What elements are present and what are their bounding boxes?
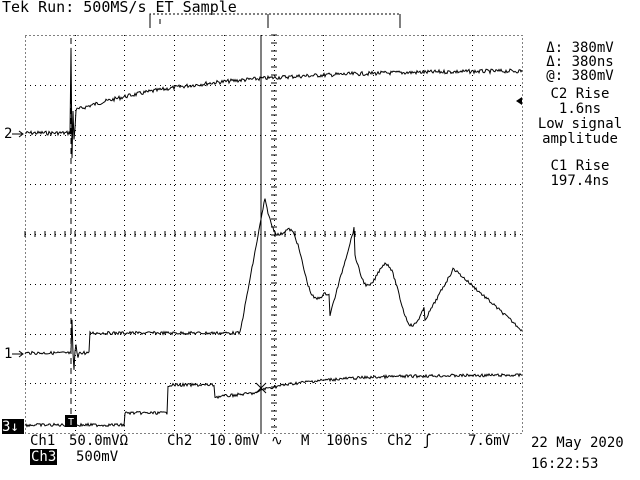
trigger-source[interactable]: Ch2	[387, 433, 413, 449]
measurement1-warning-line1: Low signal	[537, 116, 623, 132]
trigger-marker: T	[65, 415, 77, 428]
delta-time-readout: Δ: 380ns	[546, 54, 614, 70]
ch1-marker: 1	[4, 346, 13, 362]
cursor-voltage-readout: @: 380mV	[546, 68, 614, 84]
ch3-marker-label: 3	[2, 419, 11, 435]
graticule	[24, 34, 521, 431]
date-readout: 22 May 2020	[531, 435, 624, 451]
ch3-label[interactable]: Ch3	[30, 449, 58, 465]
ch2-waveform	[24, 47, 523, 159]
measurement1-warning-line2: amplitude	[542, 131, 618, 147]
time-readout: 16:22:53	[531, 456, 599, 472]
ch1-label[interactable]: Ch1	[30, 433, 56, 449]
measurement2-value: 197.4ns	[550, 173, 610, 189]
ch2-scale: 10.0mV	[209, 433, 260, 449]
ch1-scale: 50.0mVΩ	[69, 433, 129, 449]
delta-voltage-readout: Δ: 380mV	[546, 40, 614, 56]
ch2-ground-arrow-icon	[12, 130, 24, 138]
ch1-ground-arrow-icon	[12, 350, 24, 358]
record-position-indicator	[149, 13, 401, 28]
ch3-marker: 3↓	[2, 419, 24, 435]
measurement1-title: C2 Rise	[550, 86, 610, 102]
ch3-waveform	[24, 372, 523, 428]
ch2-label[interactable]: Ch2	[167, 433, 193, 449]
trigger-level: 7.6mV	[468, 433, 511, 449]
measurement2-title: C1 Rise	[550, 158, 610, 174]
ch1-waveform	[24, 198, 523, 370]
measurement1-value: 1.6ns	[558, 101, 602, 117]
timebase-label: M	[301, 433, 310, 449]
ch3-label-text: Ch3	[30, 449, 58, 465]
scope-title: Tek Run: 500MS/s ET Sample	[2, 0, 237, 16]
trigger-slope-icon: ʃ	[423, 433, 432, 449]
cursor-cross-marker	[255, 382, 267, 394]
ch3-scale: 500mV	[76, 449, 119, 465]
timebase-value[interactable]: 100ns	[326, 433, 369, 449]
svg-text:T: T	[68, 417, 74, 428]
trigger-level-icon	[516, 97, 522, 105]
ch2-coupling-icon: ∿	[271, 433, 283, 449]
ch2-marker: 2	[4, 126, 13, 142]
